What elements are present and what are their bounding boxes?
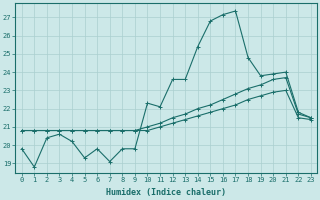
X-axis label: Humidex (Indice chaleur): Humidex (Indice chaleur) (106, 188, 226, 197)
